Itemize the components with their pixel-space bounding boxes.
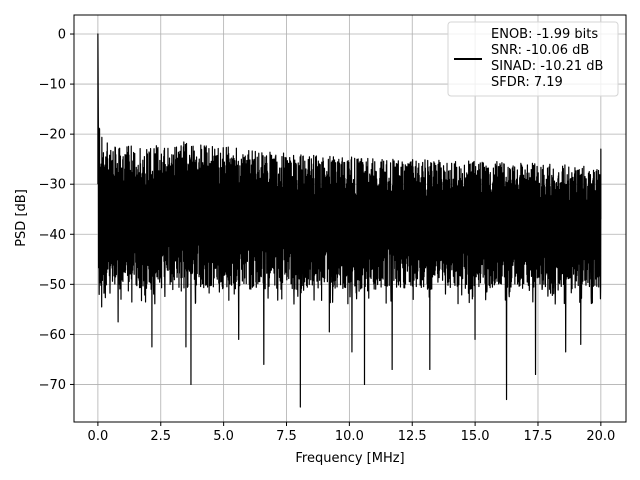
y-tick-label: −70 bbox=[39, 378, 66, 393]
x-tick-label: 5.0 bbox=[213, 429, 234, 444]
y-tick-label: −30 bbox=[39, 178, 66, 193]
x-tick-label: 20.0 bbox=[586, 429, 615, 444]
legend: ENOB: -1.99 bits SNR: -10.06 dB SINAD: -… bbox=[447, 21, 619, 97]
y-tick-label: 0 bbox=[58, 28, 66, 43]
legend-sfdr: SFDR: 7.19 bbox=[491, 75, 563, 90]
x-tick-label: 17.5 bbox=[524, 429, 553, 444]
plot-area bbox=[97, 33, 602, 408]
legend-box bbox=[447, 21, 619, 97]
x-axis-label: Frequency [MHz] bbox=[295, 451, 404, 466]
x-tick-label: 10.0 bbox=[335, 429, 364, 444]
x-tick-label: 0.0 bbox=[88, 429, 109, 444]
y-tick-label: −20 bbox=[39, 128, 66, 143]
legend-snr: SNR: -10.06 dB bbox=[491, 43, 589, 58]
x-tick-label: 12.5 bbox=[398, 429, 427, 444]
x-tick-label: 7.5 bbox=[276, 429, 297, 444]
y-tick-label: −50 bbox=[39, 278, 66, 293]
x-tick-label: 15.0 bbox=[461, 429, 490, 444]
axes-frame bbox=[73, 14, 627, 423]
y-tick-label: −60 bbox=[39, 328, 66, 343]
x-tick-label: 2.5 bbox=[150, 429, 171, 444]
y-axis: 0 −10 −20 −30 −40 −50 −60 −70 bbox=[39, 28, 74, 393]
y-axis-label: PSD [dB] bbox=[14, 189, 29, 247]
y-tick-label: −10 bbox=[39, 78, 66, 93]
y-tick-label: −40 bbox=[39, 228, 66, 243]
legend-sinad: SINAD: -10.21 dB bbox=[491, 59, 603, 74]
psd-series-line bbox=[97, 33, 602, 408]
x-axis: 0.0 2.5 5.0 7.5 10.0 12.5 15.0 17.5 20.0 bbox=[88, 422, 615, 444]
legend-enob: ENOB: -1.99 bits bbox=[491, 27, 598, 42]
